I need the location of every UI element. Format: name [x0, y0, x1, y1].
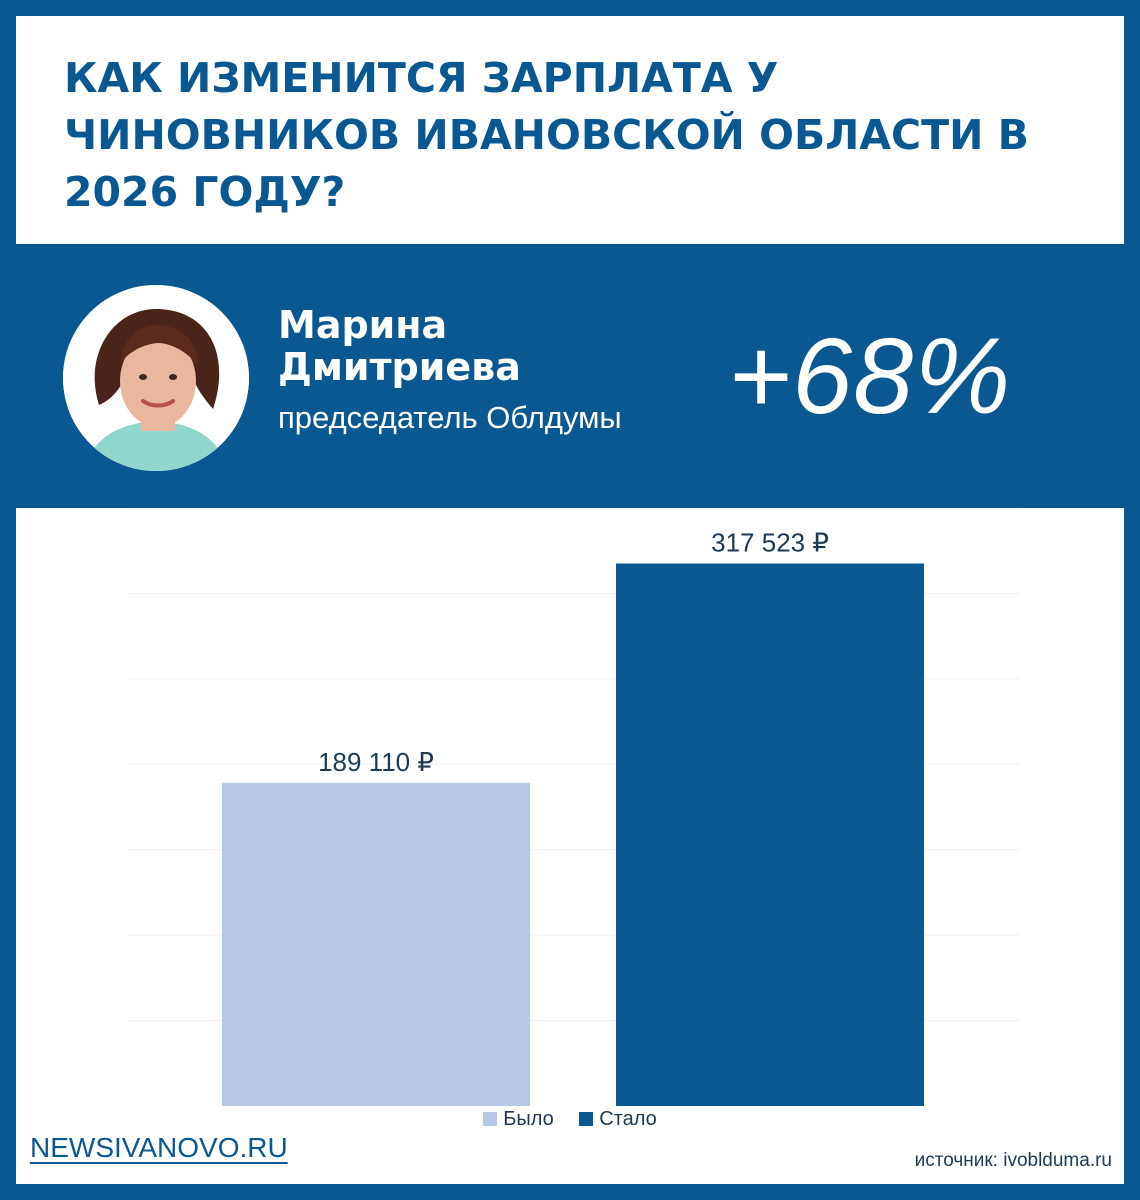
legend-item-before: Было	[483, 1108, 554, 1131]
page-title: КАК ИЗМЕНИТСЯ ЗАРПЛАТА У ЧИНОВНИКОВ ИВАН…	[64, 54, 1029, 216]
person-first-name: Марина	[278, 303, 448, 347]
legend-item-after: Стало	[579, 1108, 657, 1131]
person-band: Марина Дмитриева председатель Облдумы +6…	[16, 244, 1124, 508]
legend-swatch-before	[483, 1112, 498, 1126]
bar-after	[616, 563, 924, 1106]
legend-swatch-after	[579, 1112, 594, 1126]
data-label-before: 189 110 ₽	[318, 747, 434, 777]
avatar	[63, 285, 249, 471]
person-last-name: Дмитриева	[278, 345, 521, 389]
person-name: Марина Дмитриева	[278, 304, 521, 388]
site-link[interactable]: NEWSIVANOVO.RU	[30, 1132, 288, 1163]
source-note: источник: ivoblduma.ru	[914, 1150, 1112, 1171]
portrait-icon	[63, 285, 249, 471]
title-panel: КАК ИЗМЕНИТСЯ ЗАРПЛАТА У ЧИНОВНИКОВ ИВАН…	[16, 16, 1124, 244]
chart-legend: Было Стало	[16, 1108, 1124, 1131]
bar-before	[222, 782, 530, 1106]
legend-label-after: Стало	[599, 1108, 657, 1130]
legend-label-before: Было	[503, 1108, 554, 1130]
salary-bar-chart: 189 110 ₽ 317 523 ₽	[128, 508, 1020, 1106]
chart-panel: 189 110 ₽ 317 523 ₽ Было Стало NEWSIVANOV…	[16, 508, 1124, 1184]
person-role: председатель Облдумы	[278, 400, 622, 435]
salary-change-percent: +68%	[728, 315, 1012, 436]
data-label-after: 317 523 ₽	[711, 527, 829, 557]
